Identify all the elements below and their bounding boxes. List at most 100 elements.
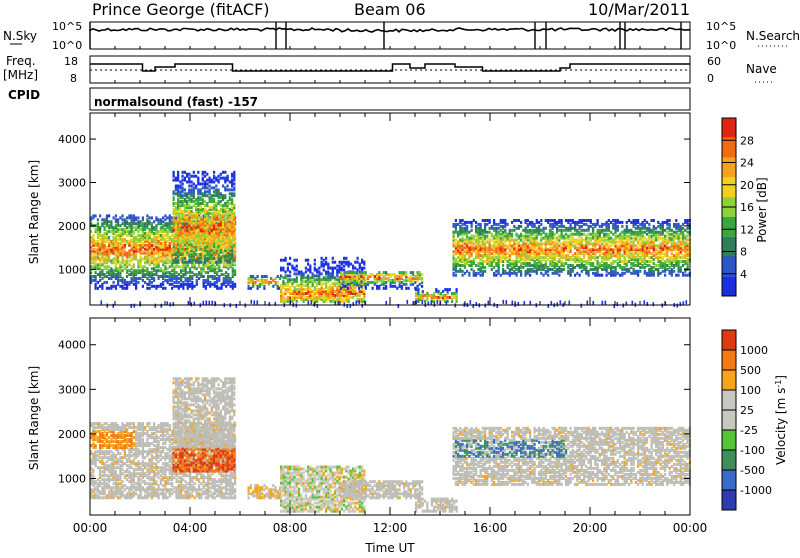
power-cell xyxy=(369,281,371,284)
power-cell xyxy=(599,244,601,247)
power-cell xyxy=(612,223,614,226)
power-cell xyxy=(484,242,486,245)
power-cell xyxy=(97,222,99,225)
power-cell xyxy=(468,264,470,267)
power-cell xyxy=(122,277,124,280)
power-cell xyxy=(194,273,196,276)
power-cell xyxy=(626,221,628,224)
power-cell xyxy=(372,273,374,276)
power-cell xyxy=(173,285,175,288)
power-cell xyxy=(158,269,160,272)
power-cell xyxy=(410,271,412,274)
power-cell xyxy=(464,246,466,249)
power-cell xyxy=(213,249,215,252)
power-cell xyxy=(545,233,547,236)
power-cell xyxy=(376,285,378,288)
power-cell xyxy=(289,292,291,295)
power-cell xyxy=(182,229,184,232)
power-cell xyxy=(124,218,126,221)
power-cell xyxy=(92,254,94,257)
power-cell xyxy=(222,171,224,174)
power-cell xyxy=(144,281,146,284)
power-cell xyxy=(149,271,151,274)
power-cell xyxy=(345,275,347,278)
power-cell xyxy=(250,287,252,290)
power-cell xyxy=(191,281,193,284)
power-cell xyxy=(128,281,130,284)
power-cell xyxy=(403,271,405,274)
power-cell xyxy=(200,188,202,191)
power-cell xyxy=(195,198,197,201)
power-cell xyxy=(104,218,106,221)
power-cell xyxy=(583,219,585,222)
power-cell xyxy=(361,259,363,262)
power-cell xyxy=(603,229,605,232)
power-cell xyxy=(567,227,569,230)
power-cell xyxy=(648,256,650,259)
power-cell xyxy=(455,242,457,245)
power-cell xyxy=(95,275,97,278)
power-cell xyxy=(202,171,204,174)
power-cell xyxy=(581,225,583,228)
power-cell xyxy=(522,262,524,265)
power-cell xyxy=(367,275,369,278)
power-cell xyxy=(455,223,457,226)
power-cell xyxy=(305,276,307,279)
power-cell xyxy=(599,225,601,228)
power-cell xyxy=(110,230,112,233)
power-cell xyxy=(415,292,417,295)
power-cell xyxy=(486,246,488,249)
power-cell xyxy=(576,221,578,224)
power-cell xyxy=(455,239,457,242)
power-cell xyxy=(153,267,155,270)
power-cell xyxy=(579,256,581,259)
power-cell xyxy=(206,210,208,213)
power-cell xyxy=(200,253,202,256)
power-cell xyxy=(205,285,207,288)
power-cell xyxy=(108,265,110,268)
power-cell xyxy=(215,202,217,205)
power-cell xyxy=(626,260,628,263)
power-cell xyxy=(191,198,193,201)
power-cell xyxy=(615,252,617,255)
power-cell xyxy=(128,222,130,225)
power-cell xyxy=(309,276,311,279)
power-cell xyxy=(491,244,493,247)
power-cell xyxy=(214,275,216,278)
power-cell xyxy=(646,227,648,230)
power-cell xyxy=(583,260,585,263)
power-cell xyxy=(173,259,175,262)
power-cell xyxy=(574,252,576,255)
power-cell xyxy=(358,287,360,290)
power-cell xyxy=(119,228,121,231)
power-cell xyxy=(187,271,189,274)
power-cell xyxy=(525,235,527,238)
power-cell xyxy=(504,235,506,238)
power-cell xyxy=(621,266,623,269)
power-cell xyxy=(149,216,151,219)
power-cell xyxy=(104,226,106,229)
power-cell xyxy=(624,241,626,244)
power-cell xyxy=(151,267,153,270)
power-cell xyxy=(106,275,108,278)
power-cell xyxy=(175,192,177,195)
power-cell xyxy=(216,285,218,288)
power-cell xyxy=(334,261,336,264)
power-cell xyxy=(637,219,639,222)
power-cell xyxy=(106,246,108,249)
power-cell xyxy=(227,267,229,270)
power-cell xyxy=(160,283,162,286)
power-cell xyxy=(583,233,585,236)
power-cell xyxy=(471,268,473,271)
power-cell xyxy=(579,225,581,228)
power-cell xyxy=(282,276,284,279)
power-cell xyxy=(594,233,596,236)
power-cell xyxy=(520,233,522,236)
power-cell xyxy=(221,269,223,272)
power-cell xyxy=(565,254,567,257)
power-cell xyxy=(164,259,166,262)
power-cell xyxy=(556,260,558,263)
power-cell xyxy=(209,265,211,268)
power-cell xyxy=(547,258,549,261)
power-cell xyxy=(222,177,224,180)
